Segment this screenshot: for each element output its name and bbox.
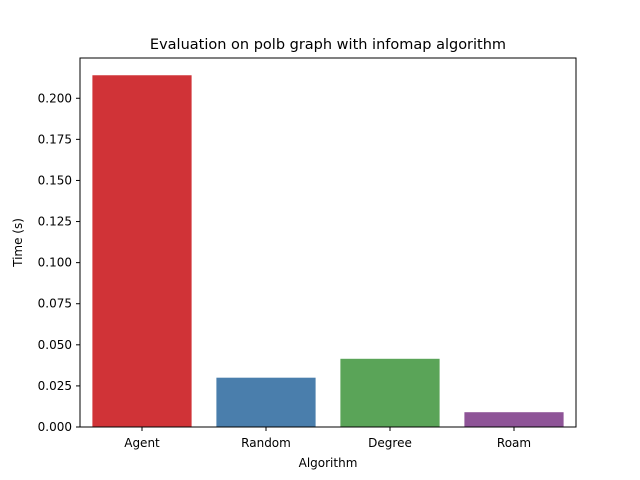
y-tick-label: 0.075: [38, 297, 72, 311]
y-axis: 0.000 0.025 0.050 0.075 0.100 0.125 0.150 0.175…: [38, 91, 80, 434]
x-axis-label: Algorithm: [299, 456, 358, 470]
y-tick-label: 0.025: [38, 379, 72, 393]
x-tick-label: Agent: [124, 436, 160, 450]
chart-title: Evaluation on polb graph with infomap al…: [150, 37, 506, 53]
y-axis-label: Time (s): [11, 218, 25, 268]
x-tick-label: Roam: [497, 436, 531, 450]
y-tick-label: 0.050: [38, 338, 72, 352]
y-tick-label: 0.200: [38, 91, 72, 105]
bar-degree: [340, 358, 440, 427]
y-tick-label: 0.100: [38, 256, 72, 270]
y-tick-label: 0.175: [38, 132, 72, 146]
x-axis: Agent Random Degree Roam: [124, 427, 531, 450]
y-tick-label: 0.125: [38, 215, 72, 229]
y-tick-label: 0.150: [38, 173, 72, 187]
bar-agent: [92, 75, 192, 427]
plot-frame: [79, 57, 577, 428]
bar-random: [216, 377, 316, 427]
y-tick-label: 0.000: [38, 420, 72, 434]
x-tick-label: Random: [241, 436, 291, 450]
bar-roam: [464, 412, 564, 427]
x-tick-label: Degree: [368, 436, 412, 450]
bars-group: [92, 75, 564, 427]
